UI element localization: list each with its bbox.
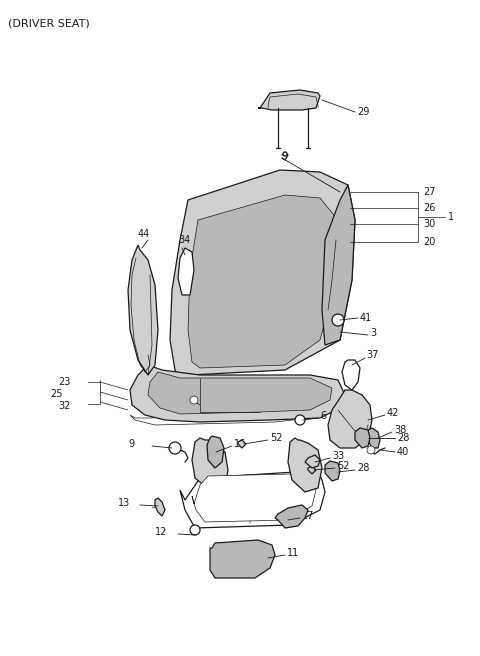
Text: 30: 30 <box>423 219 435 229</box>
Text: 38: 38 <box>394 425 406 435</box>
Circle shape <box>169 442 181 454</box>
Text: 40: 40 <box>397 447 409 457</box>
Polygon shape <box>288 438 322 492</box>
Text: 44: 44 <box>138 229 150 239</box>
Polygon shape <box>148 372 332 414</box>
Polygon shape <box>325 461 340 481</box>
Polygon shape <box>188 195 338 368</box>
Text: 12: 12 <box>155 527 168 537</box>
Circle shape <box>332 314 344 326</box>
Circle shape <box>190 396 198 404</box>
Polygon shape <box>210 540 275 578</box>
Text: 52: 52 <box>270 433 283 443</box>
Text: 9: 9 <box>128 439 134 449</box>
Polygon shape <box>275 505 308 528</box>
Polygon shape <box>130 365 345 422</box>
Polygon shape <box>170 170 355 375</box>
Circle shape <box>295 415 305 425</box>
Text: 37: 37 <box>366 350 378 360</box>
Polygon shape <box>180 470 325 528</box>
Polygon shape <box>130 405 315 425</box>
Text: 6: 6 <box>320 411 326 421</box>
Polygon shape <box>155 498 165 516</box>
Text: 3: 3 <box>370 328 376 338</box>
Polygon shape <box>258 90 320 110</box>
Polygon shape <box>178 248 194 295</box>
Text: 26: 26 <box>423 203 435 213</box>
Polygon shape <box>328 390 372 448</box>
Circle shape <box>309 459 315 465</box>
Polygon shape <box>238 440 246 448</box>
Polygon shape <box>368 428 380 448</box>
Text: 27: 27 <box>423 187 435 197</box>
Text: 11: 11 <box>287 548 299 558</box>
Text: 1: 1 <box>448 212 454 222</box>
Polygon shape <box>355 428 370 448</box>
Text: 20: 20 <box>423 237 435 247</box>
Circle shape <box>367 446 375 454</box>
Text: 23: 23 <box>58 377 71 387</box>
Text: 17: 17 <box>302 511 314 521</box>
Polygon shape <box>322 185 355 345</box>
Polygon shape <box>305 455 320 468</box>
Text: 28: 28 <box>357 463 370 473</box>
Text: 41: 41 <box>360 313 372 323</box>
Text: (DRIVER SEAT): (DRIVER SEAT) <box>8 18 90 28</box>
Polygon shape <box>192 474 316 522</box>
Text: 32: 32 <box>58 401 71 411</box>
Circle shape <box>283 152 287 156</box>
Polygon shape <box>308 466 316 474</box>
Text: 34: 34 <box>178 235 190 245</box>
Text: 25: 25 <box>50 389 62 399</box>
Polygon shape <box>192 438 228 490</box>
Text: 29: 29 <box>357 107 370 117</box>
Polygon shape <box>128 245 158 375</box>
Circle shape <box>190 525 200 535</box>
Text: 42: 42 <box>387 408 399 418</box>
Text: 28: 28 <box>397 433 409 443</box>
Text: 13: 13 <box>118 498 130 508</box>
Text: 52: 52 <box>337 461 349 471</box>
Text: 16: 16 <box>234 439 246 449</box>
Polygon shape <box>207 436 224 468</box>
Text: 33: 33 <box>332 451 344 461</box>
Polygon shape <box>342 360 360 390</box>
